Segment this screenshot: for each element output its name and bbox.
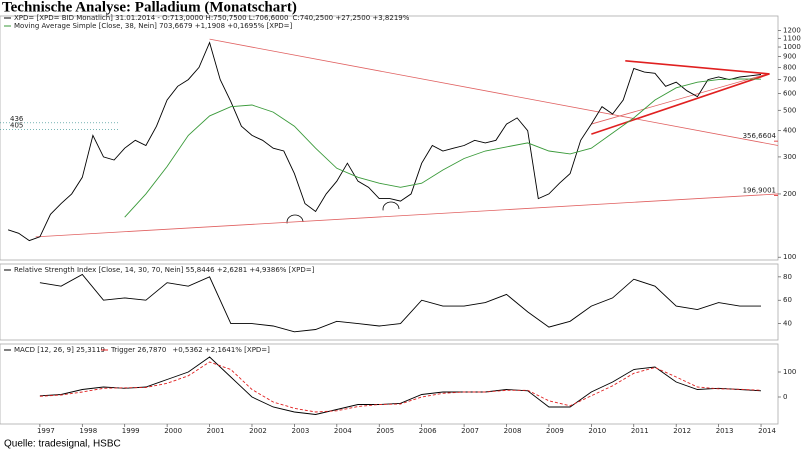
y-tick-label: 800: [783, 63, 796, 71]
trend-line: [591, 72, 770, 125]
y-tick-label: 300: [783, 153, 796, 161]
legend-text: Moving Average Simple [Close, 38, Nein] …: [14, 22, 293, 30]
x-tick-label: 2004: [334, 427, 352, 435]
y-tick-label: 200: [783, 190, 796, 198]
source: Quelle: tradesignal, HSBC: [4, 439, 121, 450]
trend-line: [209, 38, 779, 146]
y-tick-label: 40: [783, 320, 792, 328]
x-tick-label: 2011: [631, 427, 649, 435]
level-label: 356,6604: [743, 132, 777, 140]
y-tick-label: 700: [783, 76, 796, 84]
series-line: [7, 41, 762, 242]
x-tick-label: 2006: [419, 427, 437, 435]
chart-title: Technische Analyse: Palladium (Monatscha…: [2, 0, 297, 15]
legend-value: C:740,2500 +27,2500 +3,8219%: [292, 14, 409, 22]
x-tick-label: 1997: [37, 427, 55, 435]
panel-frame: [0, 15, 779, 261]
series-line: [39, 356, 762, 415]
level-label: 405: [10, 122, 23, 130]
x-tick-label: 2001: [207, 427, 225, 435]
y-tick-label: 600: [783, 90, 796, 98]
x-tick-label: 2003: [291, 427, 309, 435]
trend-line: [35, 193, 779, 238]
x-tick-label: 2013: [716, 427, 734, 435]
marker-circle: [382, 201, 400, 217]
y-tick-label: 400: [783, 127, 796, 135]
legend-value: +0,5362 +2,1641% [XPD=]: [172, 346, 270, 354]
series-line: [39, 273, 761, 333]
x-tick-label: 2014: [758, 427, 776, 435]
y-tick-label: 80: [783, 273, 792, 281]
legend-text: Trigger 26,7870: [110, 346, 166, 354]
y-tick-label: 500: [783, 106, 796, 114]
panel-frame: [0, 343, 779, 425]
series-line: [39, 361, 762, 413]
y-tick-label: 60: [783, 296, 792, 304]
y-tick-label: 100: [783, 253, 796, 261]
y-tick-label: 900: [783, 53, 796, 61]
x-tick-label: 2010: [588, 427, 606, 435]
trend-line: [591, 73, 770, 135]
x-tick-label: 2007: [461, 427, 479, 435]
legend-text: XPD= [XPD= BID Monatlich] 31.01.2014 - O…: [14, 14, 288, 22]
y-tick-label: 0: [783, 393, 787, 401]
level-label: 196,9001: [743, 186, 776, 194]
y-tick-label: 1100: [783, 34, 801, 42]
legend-text: Relative Strength Index [Close, 14, 30, …: [14, 266, 315, 274]
x-tick-label: 1998: [79, 427, 97, 435]
y-tick-label: 1200: [783, 26, 801, 34]
level-label: 436: [10, 115, 24, 123]
x-tick-label: 2009: [546, 427, 564, 435]
trend-line: [625, 59, 770, 75]
series-line: [124, 78, 762, 218]
y-tick-label: 1000: [783, 43, 801, 51]
x-tick-label: 2008: [504, 427, 522, 435]
x-tick-label: 2000: [164, 427, 182, 435]
legend-text: MACD [12, 26, 9] 25,3119: [14, 346, 105, 354]
x-tick-label: 2005: [376, 427, 394, 435]
y-tick-label: 100: [783, 368, 796, 376]
x-tick-label: 2002: [249, 427, 267, 435]
x-tick-label: 2012: [673, 427, 691, 435]
panel-frame: [0, 263, 779, 341]
x-tick-label: 1999: [122, 427, 140, 435]
